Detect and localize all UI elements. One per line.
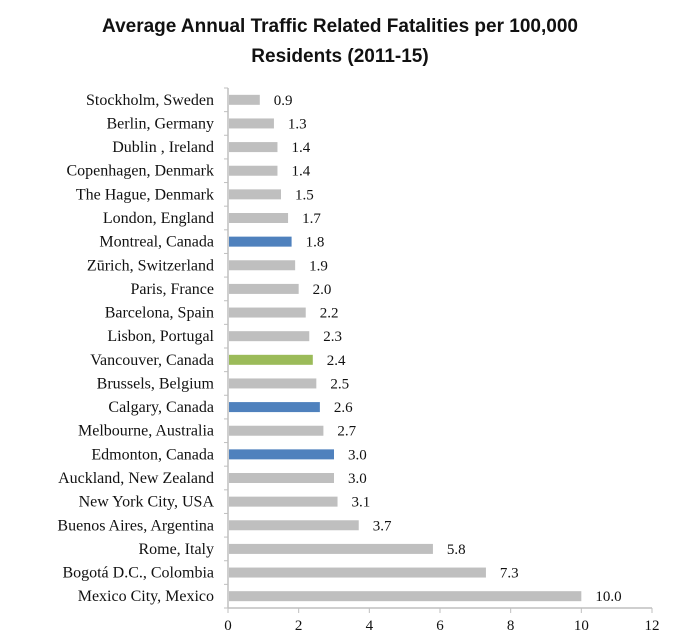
category-label: Brussels, Belgium [97,375,215,392]
chart-title-line-1: Average Annual Traffic Related Fatalitie… [102,16,578,37]
category-label: Auckland, New Zealand [58,470,214,487]
bar [229,94,260,105]
bar [229,307,306,318]
value-label: 7.3 [500,566,519,582]
category-label: Melbourne, Australia [78,423,214,440]
bar [229,283,299,294]
x-tick-label: 4 [366,618,374,634]
bar [229,378,317,389]
category-label: The Hague, Denmark [76,186,214,203]
x-tick-label: 10 [574,618,589,634]
category-label: Calgary, Canada [108,399,214,416]
category-label: Barcelona, Spain [105,305,214,322]
value-label: 0.9 [274,93,293,109]
x-tick-label: 8 [507,618,515,634]
x-tick-label: 2 [295,618,303,634]
category-label: Copenhagen, Denmark [66,163,214,180]
value-label: 2.2 [320,306,339,322]
value-label: 1.5 [295,187,314,203]
value-label: 2.6 [334,400,353,416]
bar [229,213,289,223]
bar [229,189,281,200]
value-label: 2.0 [313,282,332,298]
value-label: 1.4 [291,140,310,156]
category-label: Zūrich, Switzerland [87,257,214,274]
value-label: 3.0 [348,471,367,487]
category-label: Mexico City, Mexico [78,588,214,605]
bar [229,331,310,342]
category-label: London, England [103,210,214,227]
value-label: 1.4 [291,164,310,180]
value-label: 1.3 [288,116,307,132]
category-label: Lisbon, Portugal [107,328,214,345]
x-tick-label: 12 [645,618,660,634]
bar [229,118,274,129]
bar [229,165,278,176]
category-label: Dublin , Ireland [112,139,214,156]
category-label: Stockholm, Sweden [86,92,214,109]
bar [229,496,338,507]
bar [229,591,582,602]
category-label: Rome, Italy [138,541,214,558]
value-label: 3.1 [352,495,371,511]
category-label: Buenos Aires, Argentina [57,517,214,534]
category-label: Montreal, Canada [99,234,214,251]
value-label: 2.5 [330,376,349,392]
value-label: 3.7 [373,518,392,534]
category-label: Paris, France [130,281,214,298]
value-label: 10.0 [595,589,621,605]
value-label: 1.9 [309,258,328,274]
category-label: Bogotá D.C., Colombia [62,565,214,582]
category-label: Edmonton, Canada [91,446,214,463]
bar [229,520,359,531]
category-label: Vancouver, Canada [90,352,214,369]
bar [229,142,278,153]
bar [229,236,292,247]
bar [229,567,486,578]
value-label: 5.8 [447,542,466,558]
bar [229,449,334,460]
bar [229,425,324,436]
value-label: 1.8 [306,235,325,251]
category-label: New York City, USA [79,494,215,511]
bar [229,473,334,483]
bar [229,260,296,271]
category-label: Berlin, Germany [106,115,214,132]
bar [229,402,320,413]
value-label: 2.4 [327,353,346,369]
chart-title-line-2: Residents (2011-15) [251,46,429,67]
chart-title: Average Annual Traffic Related Fatalitie… [0,12,680,72]
bar [229,354,313,365]
x-tick-label: 6 [436,618,444,634]
value-label: 3.0 [348,447,367,463]
value-label: 2.7 [337,424,356,440]
value-label: 2.3 [323,329,342,345]
x-tick-label: 0 [224,618,232,634]
bar [229,543,433,554]
value-label: 1.7 [302,211,321,227]
